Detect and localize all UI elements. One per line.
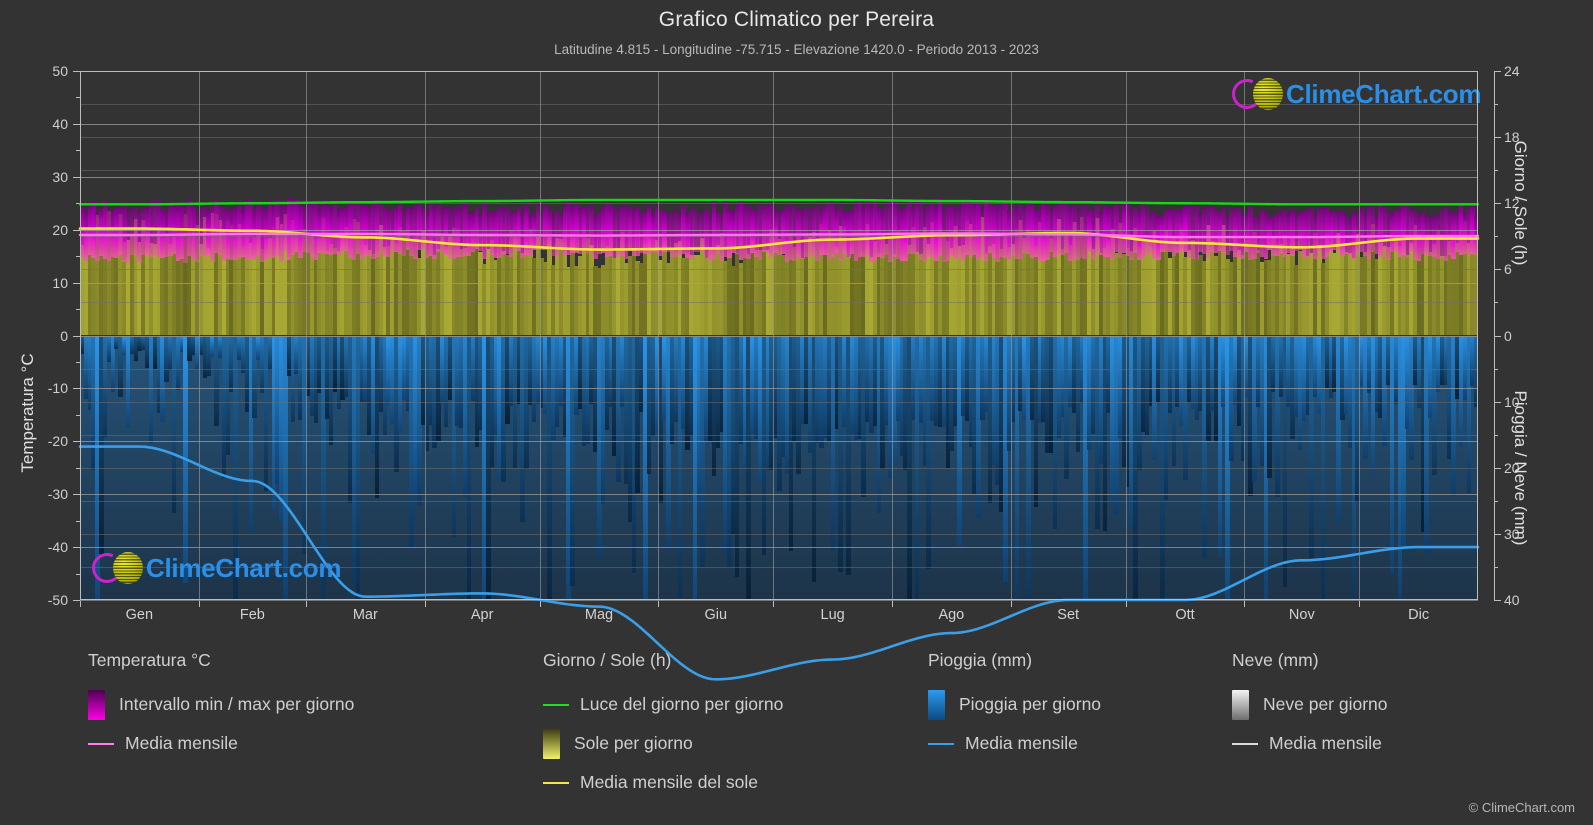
legend-group-title: Giorno / Sole (h): [543, 650, 672, 670]
legend-group-title: Temperatura °C: [88, 650, 211, 670]
x-tick: [773, 600, 775, 607]
y-axis-left-label: Temperatura °C: [18, 352, 37, 473]
legend-item[interactable]: Media mensile: [1232, 724, 1388, 763]
watermark-logo-bottom: ClimeChart.com: [87, 548, 342, 588]
x-tick: [891, 600, 893, 607]
x-tick: [658, 600, 660, 607]
legend-group-0: Temperatura °C Intervallo min / max per g…: [88, 650, 354, 763]
x-tick-label-nov: Nov: [1288, 607, 1315, 623]
x-tick: [424, 600, 426, 607]
x-tick-label-apr: Apr: [470, 607, 494, 623]
logo-globe-icon: [1253, 78, 1283, 110]
x-tick: [1359, 600, 1361, 607]
legend-item-label: Intervallo min / max per giorno: [119, 694, 355, 714]
legend-item[interactable]: Media mensile: [88, 724, 354, 763]
x-tick: [198, 600, 200, 607]
legend-item-label: Pioggia per giorno: [959, 694, 1102, 714]
x-tick-label-ott: Ott: [1175, 607, 1195, 623]
x-tick: [1125, 600, 1127, 607]
legend-item[interactable]: Media mensile: [928, 724, 1101, 763]
x-tick-label-mar: Mar: [352, 607, 378, 623]
legend-item[interactable]: Luce del giorno per giorno: [543, 685, 783, 724]
x-tick-label-feb: Feb: [239, 607, 265, 623]
x-tick-label-mag: Mag: [584, 607, 614, 623]
legend-group-title: Pioggia (mm): [928, 650, 1033, 670]
legend-item[interactable]: Sole per giorno: [543, 724, 783, 763]
watermark-logo-top: ClimeChart.com: [1227, 74, 1482, 114]
y-axis-right-bottom-label: Pioggia / Neve (mm): [1511, 390, 1530, 546]
legend-line: [88, 742, 114, 745]
legend-swatch: [543, 728, 560, 759]
y-axis-right-top-label: Giorno / Sole (h): [1511, 140, 1530, 266]
watermark-text: ClimeChart.com: [1286, 78, 1482, 109]
x-tick: [1010, 600, 1012, 607]
copyright-text: © ClimeChart.com: [1468, 800, 1575, 815]
legend-group-2: Pioggia (mm) Pioggia per giorno Media mens…: [928, 650, 1101, 763]
legend-line: [1232, 742, 1258, 745]
legend-item[interactable]: Media mensile del sole: [543, 763, 783, 802]
logo-globe-icon: [113, 552, 143, 584]
watermark-text: ClimeChart.com: [146, 552, 342, 583]
page-title: Grafico Climatico per Pereira: [658, 8, 935, 31]
legend-item-label: Luce del giorno per giorno: [580, 694, 784, 714]
x-tick: [305, 600, 307, 607]
x-tick-label-ago: Ago: [938, 607, 965, 623]
legend-item-label: Neve per giorno: [1263, 694, 1388, 714]
legend-item-label: Media mensile del sole: [580, 772, 759, 792]
legend-item-label: Sole per giorno: [574, 733, 693, 753]
legend-item-label: Media mensile: [125, 733, 238, 753]
x-tick-label-lug: Lug: [820, 607, 845, 623]
temperature-range-band: [80, 71, 1478, 600]
x-tick: [539, 600, 541, 607]
chart-legend: Temperatura °C Intervallo min / max per g…: [0, 650, 1593, 825]
legend-line: [543, 781, 569, 784]
legend-swatch: [88, 689, 105, 720]
legend-item[interactable]: Neve per giorno: [1232, 685, 1388, 724]
legend-item-label: Media mensile: [965, 733, 1078, 753]
legend-swatch: [1232, 689, 1249, 720]
legend-item[interactable]: Pioggia per giorno: [928, 685, 1101, 724]
legend-item-label: Media mensile: [1269, 733, 1382, 753]
x-tick-label-dic: Dic: [1408, 607, 1430, 623]
x-tick-label-giu: Giu: [704, 607, 728, 623]
legend-group-3: Neve (mm) Neve per giorno Media mensile: [1232, 650, 1388, 763]
page-subtitle: Latitudine 4.815 - Longitudine -75.715 -…: [554, 42, 1039, 57]
legend-group-title: Neve (mm): [1232, 650, 1319, 670]
chart-plot-area: [78, 71, 1480, 681]
legend-item[interactable]: Intervallo min / max per giorno: [88, 685, 354, 724]
legend-group-1: Giorno / Sole (h) Luce del giorno per gio…: [543, 650, 783, 802]
legend-line: [928, 742, 954, 745]
x-tick: [80, 600, 81, 607]
legend-line: [543, 703, 569, 706]
x-tick-label-set: Set: [1057, 607, 1080, 623]
x-tick: [1244, 600, 1246, 607]
x-tick-label-gen: Gen: [125, 607, 154, 623]
legend-swatch: [928, 689, 945, 720]
